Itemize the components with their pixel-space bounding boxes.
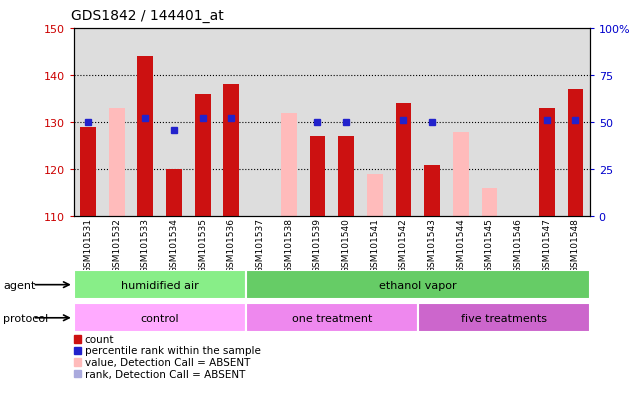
Text: GSM101537: GSM101537 [256, 218, 265, 273]
Bar [539, 109, 554, 217]
Text: GSM101531: GSM101531 [83, 218, 92, 273]
Bar [481, 189, 497, 217]
Bar [74, 271, 246, 299]
Text: value, Detection Call = ABSENT: value, Detection Call = ABSENT [85, 357, 250, 367]
Text: GSM101540: GSM101540 [342, 218, 351, 273]
Bar [195, 95, 211, 217]
Text: GSM101534: GSM101534 [170, 218, 179, 273]
Bar [424, 165, 440, 217]
Text: GSM101533: GSM101533 [141, 218, 150, 273]
Text: GSM101539: GSM101539 [313, 218, 322, 273]
Text: GSM101538: GSM101538 [284, 218, 293, 273]
Bar [138, 57, 153, 217]
Text: protocol: protocol [3, 313, 49, 323]
Text: GSM101542: GSM101542 [399, 218, 408, 273]
Text: agent: agent [3, 280, 36, 290]
Bar [367, 175, 383, 217]
Text: GSM101535: GSM101535 [198, 218, 207, 273]
Text: control: control [140, 313, 179, 323]
Text: five treatments: five treatments [461, 313, 547, 323]
Text: count: count [85, 334, 114, 344]
Bar [338, 137, 354, 217]
Bar [166, 170, 182, 217]
Bar [567, 90, 583, 217]
Text: GSM101536: GSM101536 [227, 218, 236, 273]
Text: GSM101532: GSM101532 [112, 218, 121, 273]
Text: GSM101546: GSM101546 [513, 218, 522, 273]
Text: GSM101547: GSM101547 [542, 218, 551, 273]
Bar [453, 132, 469, 217]
Bar [246, 304, 418, 332]
Text: GSM101544: GSM101544 [456, 218, 465, 273]
Text: ethanol vapor: ethanol vapor [379, 280, 456, 290]
Bar [418, 304, 590, 332]
Text: one treatment: one treatment [292, 313, 372, 323]
Text: GSM101541: GSM101541 [370, 218, 379, 273]
Text: GSM101545: GSM101545 [485, 218, 494, 273]
Text: humidified air: humidified air [121, 280, 199, 290]
Bar [395, 104, 412, 217]
Bar [246, 271, 590, 299]
Text: GSM101548: GSM101548 [571, 218, 580, 273]
Text: GSM101543: GSM101543 [428, 218, 437, 273]
Bar [109, 109, 124, 217]
Bar [281, 114, 297, 217]
Bar [224, 85, 239, 217]
Text: percentile rank within the sample: percentile rank within the sample [85, 346, 260, 356]
Bar [310, 137, 325, 217]
Bar [80, 128, 96, 217]
Bar [74, 304, 246, 332]
Text: GDS1842 / 144401_at: GDS1842 / 144401_at [71, 9, 223, 23]
Text: rank, Detection Call = ABSENT: rank, Detection Call = ABSENT [85, 369, 245, 379]
